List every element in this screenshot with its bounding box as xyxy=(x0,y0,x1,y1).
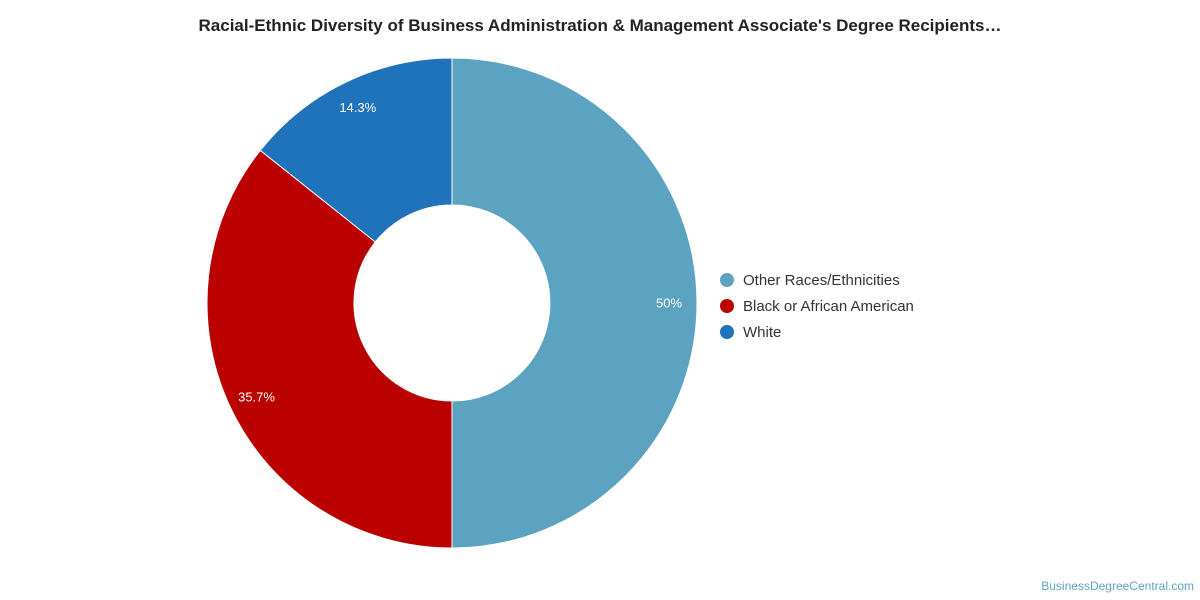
legend-label-black-african-american: Black or African American xyxy=(743,297,914,315)
slice-white[interactable] xyxy=(259,57,453,243)
slice-label-black-african-american: 35.7% xyxy=(238,390,275,405)
legend-item-white[interactable]: White xyxy=(720,319,914,345)
slice-label-other-races: 50% xyxy=(656,296,682,311)
slice-label-white: 14.3% xyxy=(339,100,376,115)
legend-swatch-other-races xyxy=(720,273,734,287)
legend-item-other-races[interactable]: Other Races/Ethnicities xyxy=(720,267,914,293)
legend-label-white: White xyxy=(743,323,782,341)
legend-swatch-black-african-american xyxy=(720,299,734,313)
legend-swatch-white xyxy=(720,325,734,339)
slice-black-african-american[interactable] xyxy=(206,149,453,549)
legend-item-black-african-american[interactable]: Black or African American xyxy=(720,293,914,319)
chart-legend: Other Races/Ethnicities Black or African… xyxy=(720,267,914,345)
legend-label-other-races: Other Races/Ethnicities xyxy=(743,271,900,289)
watermark-link[interactable]: BusinessDegreeCentral.com xyxy=(1041,579,1194,593)
chart-title: Racial-Ethnic Diversity of Business Admi… xyxy=(198,16,1002,35)
slice-other-races[interactable] xyxy=(451,57,698,549)
